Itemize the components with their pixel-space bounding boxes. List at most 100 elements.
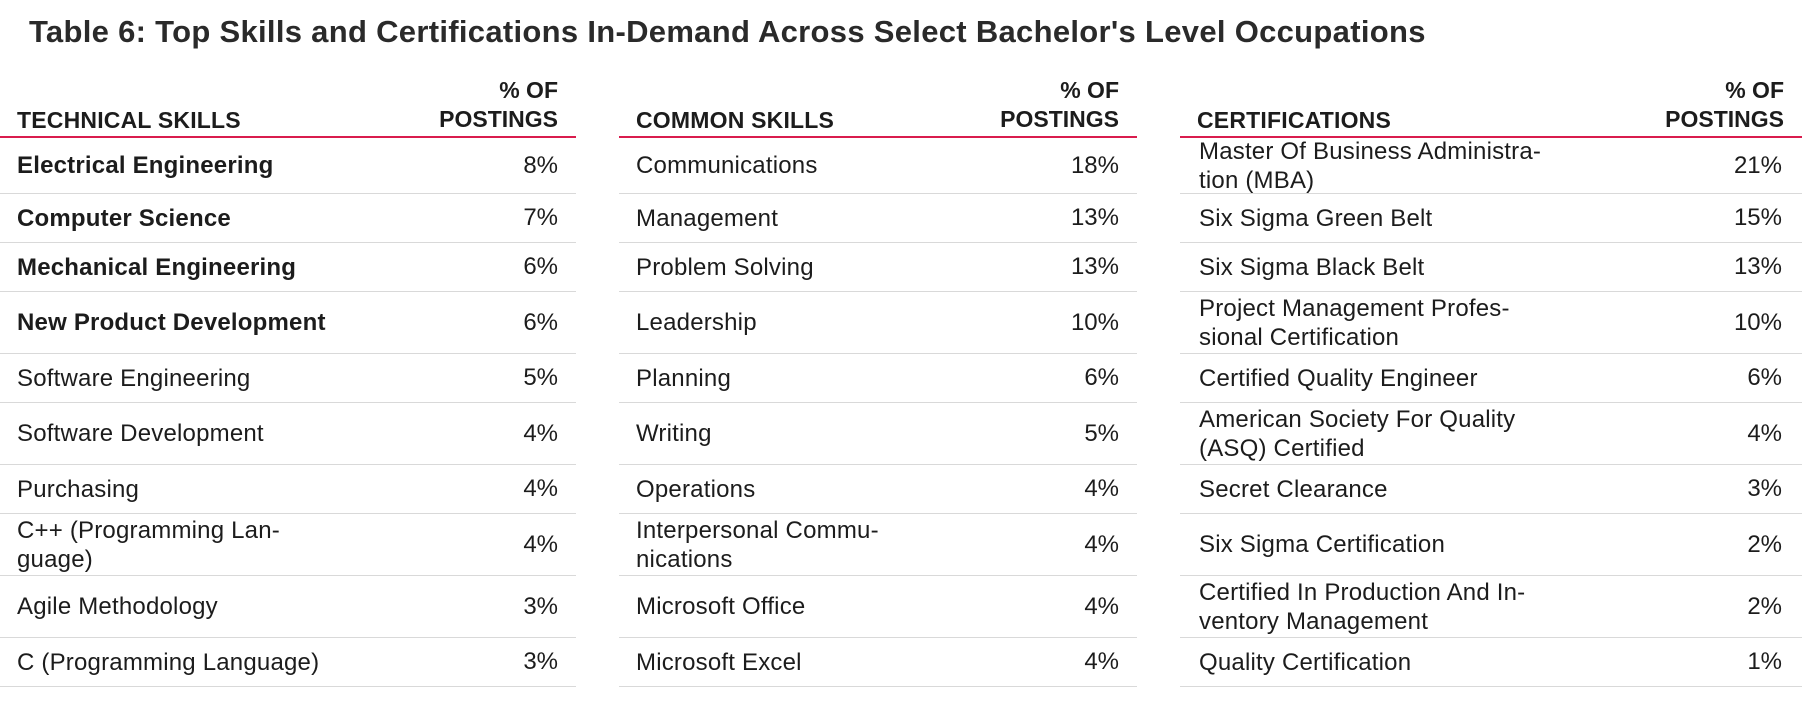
- column-header-certification: CERTIFICATIONS: [1197, 107, 1392, 133]
- row-label: Purchasing: [17, 475, 140, 503]
- table-row: Leadership 10%: [619, 292, 1137, 354]
- row-percent: 21%: [1733, 151, 1782, 179]
- technical-skills-table: TECHNICAL SKILLS % OF POSTINGS Electrica…: [0, 74, 576, 687]
- column-header-percent: % OF POSTINGS: [1000, 76, 1119, 134]
- percent-header-line2: POSTINGS: [439, 106, 558, 132]
- row-label: Certified In Production And In-ventory M…: [1199, 578, 1526, 635]
- row-percent: 13%: [1070, 253, 1119, 280]
- row-label: Master Of Business Administra-tion (MBA): [1199, 137, 1542, 194]
- percent-header-line1: % OF: [1060, 77, 1119, 103]
- table-row: Operations 4%: [619, 465, 1137, 514]
- table-row: Secret Clearance 3%: [1180, 465, 1802, 514]
- table-row: Software Engineering 5%: [0, 354, 576, 403]
- percent-header-line2: POSTINGS: [1665, 106, 1784, 132]
- row-label: Agile Methodology: [17, 593, 218, 620]
- table-row: Quality Certification 1%: [1180, 638, 1802, 687]
- row-percent: 4%: [1084, 592, 1119, 620]
- table-row: Certified In Production And In-ventory M…: [1180, 576, 1802, 638]
- table-row: Microsoft Excel 4%: [619, 638, 1137, 687]
- row-percent: 13%: [1733, 253, 1782, 280]
- table-row: Six Sigma Black Belt 13%: [1180, 243, 1802, 292]
- row-label: Interpersonal Commu-nications: [636, 516, 879, 573]
- row-label: Six Sigma Green Belt: [1199, 204, 1433, 232]
- table-row: Six Sigma Certification 2%: [1180, 514, 1802, 576]
- row-percent: 6%: [1747, 364, 1782, 391]
- column-header-percent: % OF POSTINGS: [439, 76, 558, 134]
- row-percent: 1%: [1747, 648, 1782, 675]
- row-label: Planning: [636, 364, 732, 392]
- row-percent: 4%: [1084, 648, 1119, 675]
- row-label: American Society For Quality (ASQ) Certif…: [1199, 405, 1516, 462]
- row-percent: 10%: [1733, 308, 1782, 336]
- table-row: Software Development 4%: [0, 403, 576, 465]
- table-row: Management 13%: [619, 194, 1137, 243]
- row-label: Operations: [636, 475, 756, 503]
- column-header-skill: COMMON SKILLS: [636, 107, 835, 133]
- row-percent: 4%: [523, 530, 558, 558]
- table-row: Six Sigma Green Belt 15%: [1180, 194, 1802, 243]
- column-header-percent: % OF POSTINGS: [1665, 76, 1784, 134]
- table-body: Electrical Engineering 8% Computer Science…: [0, 138, 576, 687]
- table-row: Writing 5%: [619, 403, 1137, 465]
- row-label: Problem Solving: [636, 253, 814, 281]
- table-row: Microsoft Office 4%: [619, 576, 1137, 638]
- common-skills-table: COMMON SKILLS % OF POSTINGS Communicatio…: [619, 74, 1137, 687]
- row-label: Microsoft Excel: [636, 648, 802, 676]
- table-header: COMMON SKILLS % OF POSTINGS: [619, 74, 1137, 138]
- row-label: Leadership: [636, 309, 757, 336]
- row-percent: 6%: [1084, 364, 1119, 391]
- row-percent: 2%: [1747, 530, 1782, 558]
- row-label: Six Sigma Black Belt: [1199, 253, 1425, 281]
- percent-header-line1: % OF: [1725, 77, 1784, 103]
- row-label: New Product Development: [17, 309, 326, 336]
- percent-header-line2: POSTINGS: [1000, 106, 1119, 132]
- table-row: New Product Development 6%: [0, 292, 576, 354]
- row-percent: 18%: [1070, 151, 1119, 179]
- table-row: Computer Science 7%: [0, 194, 576, 243]
- table-row: Agile Methodology 3%: [0, 576, 576, 638]
- row-percent: 7%: [523, 204, 558, 231]
- row-label: Project Management Profes-sional Certifi…: [1199, 294, 1510, 351]
- table-row: C++ (Programming Lan-guage) 4%: [0, 514, 576, 576]
- row-label: Software Engineering: [17, 364, 251, 392]
- row-label: Management: [636, 204, 779, 232]
- row-label: C++ (Programming Lan-guage): [17, 516, 280, 573]
- row-percent: 15%: [1733, 204, 1782, 231]
- column-header-skill: TECHNICAL SKILLS: [17, 107, 241, 133]
- table-row: C (Programming Language) 3%: [0, 638, 576, 687]
- row-percent: 2%: [1747, 592, 1782, 620]
- row-percent: 13%: [1070, 204, 1119, 231]
- table-body: Communications 18% Management 13% Problem So…: [619, 138, 1137, 687]
- row-label: Software Development: [17, 420, 264, 447]
- percent-header-line1: % OF: [499, 77, 558, 103]
- row-label: Six Sigma Certification: [1199, 531, 1446, 558]
- table-row: Planning 6%: [619, 354, 1137, 403]
- table-row: Mechanical Engineering 6%: [0, 243, 576, 292]
- table-row: Purchasing 4%: [0, 465, 576, 514]
- row-percent: 8%: [523, 151, 558, 179]
- table-row: Problem Solving 13%: [619, 243, 1137, 292]
- row-label: C (Programming Language): [17, 648, 320, 676]
- row-label: Quality Certification: [1199, 648, 1412, 676]
- table-row: Project Management Profes-sional Certifi…: [1180, 292, 1802, 354]
- row-percent: 3%: [523, 648, 558, 675]
- row-percent: 4%: [523, 419, 558, 447]
- table-header: TECHNICAL SKILLS % OF POSTINGS: [0, 74, 576, 138]
- row-label: Microsoft Office: [636, 593, 806, 620]
- table-row: Electrical Engineering 8%: [0, 138, 576, 194]
- row-percent: 3%: [1747, 475, 1782, 502]
- page-title: Table 6: Top Skills and Certifications I…: [29, 14, 1426, 49]
- table-row: Communications 18%: [619, 138, 1137, 194]
- row-label: Writing: [636, 420, 712, 447]
- row-label: Mechanical Engineering: [17, 253, 297, 281]
- table-row: Interpersonal Commu-nications 4%: [619, 514, 1137, 576]
- row-percent: 6%: [523, 253, 558, 280]
- table-body: Master Of Business Administra-tion (MBA)…: [1180, 138, 1802, 687]
- row-percent: 5%: [523, 364, 558, 391]
- row-label: Certified Quality Engineer: [1199, 364, 1478, 392]
- row-percent: 4%: [1084, 475, 1119, 502]
- table-row: Master Of Business Administra-tion (MBA)…: [1180, 138, 1802, 194]
- row-percent: 4%: [1747, 419, 1782, 447]
- table-header: CERTIFICATIONS % OF POSTINGS: [1180, 74, 1802, 138]
- row-percent: 3%: [523, 592, 558, 620]
